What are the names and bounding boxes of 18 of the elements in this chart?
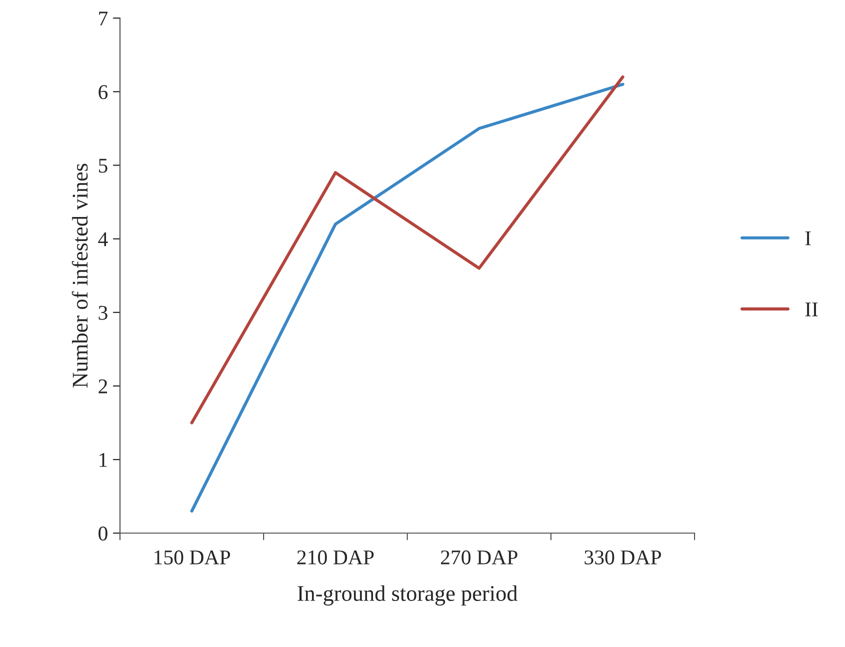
line-series [190, 75, 624, 424]
x-tick-label: 150 DAP [154, 550, 230, 564]
y-axis-title: Number of infested vines [72, 164, 88, 388]
line-series [190, 82, 624, 513]
y-tick-label: 5 [98, 158, 108, 173]
x-tick-label: 330 DAP [584, 550, 661, 564]
y-tick-label: 6 [98, 85, 108, 100]
y-tick-label: 4 [98, 232, 108, 246]
legend-label: I [805, 232, 811, 246]
x-tick-label: 210 DAP [297, 550, 374, 564]
y-tick-label: 0 [98, 526, 108, 541]
legend-label: II [805, 302, 818, 316]
x-tick-label: 270 DAP [440, 550, 518, 564]
y-tick-label: 2 [98, 379, 108, 394]
x-axis-title: In-ground storage period [298, 585, 518, 606]
y-tick-label: 1 [100, 453, 107, 467]
y-tick-label: 3 [98, 306, 108, 320]
y-tick-label: 7 [99, 12, 108, 26]
